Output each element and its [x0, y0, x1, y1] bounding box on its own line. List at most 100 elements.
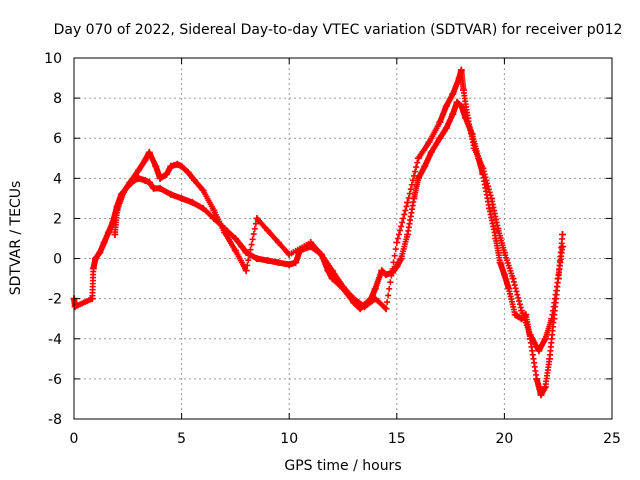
data-point — [541, 335, 549, 343]
data-point — [141, 176, 149, 184]
data-point — [453, 98, 461, 106]
data-point — [253, 214, 261, 222]
data-point — [397, 255, 405, 263]
y-tick-label: 6 — [53, 131, 62, 147]
data-point — [361, 303, 369, 311]
data-point — [427, 148, 435, 156]
data-point — [328, 275, 336, 283]
data-point — [457, 66, 465, 74]
data-point — [89, 265, 97, 273]
data-point — [152, 162, 160, 170]
data-point — [317, 251, 325, 259]
data-point — [535, 347, 543, 355]
data-point — [167, 190, 175, 198]
data-point — [210, 206, 218, 214]
data-point — [292, 259, 300, 267]
data-point — [145, 148, 153, 156]
data-point — [126, 178, 134, 186]
x-axis-ticks: 0 5 10 15 20 25 — [70, 58, 621, 447]
data-point — [533, 375, 541, 383]
data-point — [457, 102, 465, 110]
data-point — [274, 239, 282, 247]
data-point — [188, 198, 196, 206]
series-2 — [111, 66, 567, 355]
chart-title: Day 070 of 2022, Sidereal Day-to-day VTE… — [54, 22, 623, 38]
data-point — [382, 305, 390, 313]
data-point — [150, 184, 158, 192]
data-point — [264, 257, 272, 265]
data-point — [548, 315, 556, 323]
data-point — [307, 239, 315, 247]
data-point — [541, 383, 549, 391]
data-point — [537, 391, 545, 399]
data-point — [285, 261, 293, 269]
data-point — [436, 134, 444, 142]
data-point — [242, 267, 250, 275]
data-point — [88, 295, 96, 303]
data-point — [505, 285, 513, 293]
data-point — [449, 110, 457, 118]
data-point — [425, 138, 433, 146]
series-markers — [111, 67, 566, 354]
data-point — [96, 249, 104, 257]
data-point — [404, 198, 412, 206]
x-tick-label: 5 — [177, 431, 186, 447]
data-point — [410, 194, 418, 202]
data-point — [464, 114, 472, 122]
data-point — [485, 204, 493, 212]
x-tick-label: 10 — [280, 431, 298, 447]
y-tick-label: -4 — [48, 332, 62, 348]
data-point — [92, 255, 100, 263]
data-point — [135, 174, 143, 182]
data-marks — [70, 66, 567, 399]
data-point — [546, 355, 554, 363]
data-point — [111, 230, 119, 238]
y-tick-label: 2 — [53, 211, 62, 227]
data-point — [509, 275, 517, 283]
data-point — [145, 178, 153, 186]
data-point — [191, 176, 199, 184]
data-point — [526, 331, 534, 339]
y-tick-label: -2 — [48, 292, 62, 308]
data-point — [487, 194, 495, 202]
data-point — [500, 271, 508, 279]
data-point — [104, 228, 112, 236]
y-tick-label: 8 — [53, 91, 62, 107]
data-point — [442, 124, 450, 132]
data-point — [414, 154, 422, 162]
data-point — [238, 243, 246, 251]
data-point — [163, 170, 171, 178]
data-point — [100, 239, 108, 247]
data-point — [559, 243, 567, 251]
data-point — [393, 239, 401, 247]
data-point — [221, 228, 229, 236]
x-tick-label: 25 — [603, 431, 621, 447]
y-axis-ticks: -8 -6 -4 -2 0 2 4 6 8 10 — [44, 51, 612, 428]
data-point — [511, 311, 519, 319]
data-point — [173, 160, 181, 168]
y-tick-label: -8 — [48, 412, 62, 428]
data-point — [554, 275, 562, 283]
data-point — [178, 194, 186, 202]
data-point — [382, 271, 390, 279]
y-axis-label: SDTVAR / TECUs — [8, 181, 24, 296]
data-point — [500, 249, 508, 257]
data-point — [210, 214, 218, 222]
data-point — [199, 186, 207, 194]
data-point — [350, 295, 358, 303]
data-point — [113, 206, 121, 214]
data-point — [378, 267, 386, 275]
data-point — [414, 174, 422, 182]
data-point — [339, 283, 347, 291]
data-point — [231, 247, 239, 255]
data-point — [449, 90, 457, 98]
data-point — [442, 102, 450, 110]
data-point — [455, 74, 463, 82]
x-tick-label: 15 — [388, 431, 406, 447]
data-point — [184, 168, 192, 176]
x-tick-label: 20 — [495, 431, 513, 447]
data-point — [141, 156, 149, 164]
data-point — [274, 259, 282, 267]
data-point — [436, 118, 444, 126]
